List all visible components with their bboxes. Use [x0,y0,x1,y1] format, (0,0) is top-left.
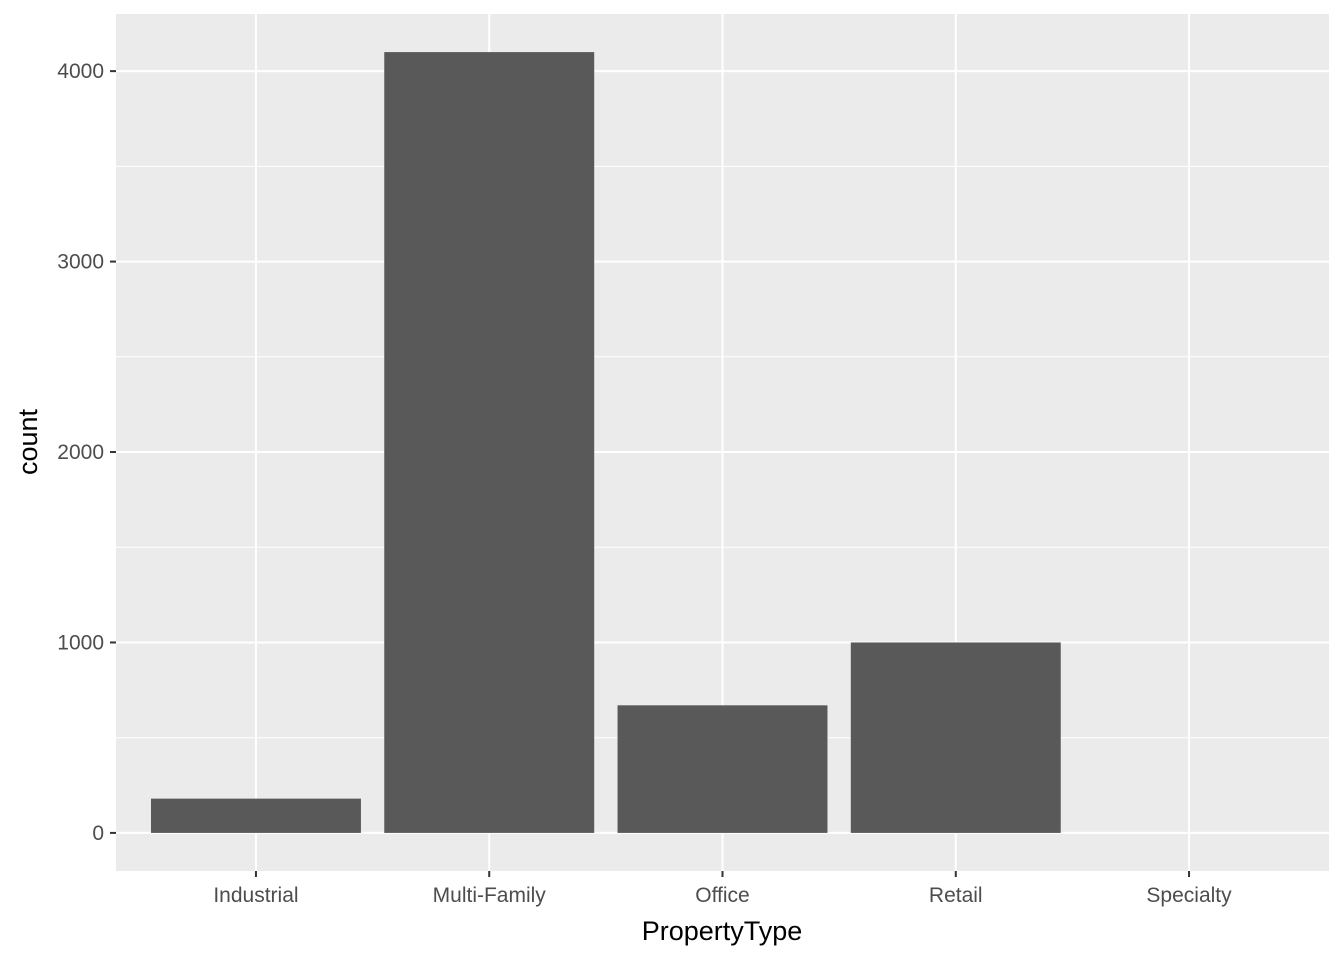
x-tick-label: Specialty [1146,884,1232,907]
y-tick-label: 3000 [57,251,104,274]
y-tick-label: 1000 [57,631,104,654]
y-tick-label: 2000 [57,441,104,464]
x-tick-label: Multi-Family [433,884,547,907]
x-axis-ticks: Industrial Multi-Family Office Retail Specia… [213,871,1232,907]
x-tick-label: Retail [929,884,983,907]
bars [150,52,1061,833]
x-tick-label: Industrial [213,884,298,907]
bar-office [617,705,828,833]
y-axis-title: count [13,408,43,475]
x-tick-label: Office [695,884,749,907]
bar-retail [850,642,1061,833]
bar-multi-family [384,52,595,833]
y-tick-label: 4000 [57,60,104,83]
y-tick-label: 0 [92,822,104,845]
x-axis-title: PropertyType [642,916,803,946]
y-axis-ticks: 0 1000 2000 3000 4000 [57,60,116,845]
bar-industrial [150,798,361,833]
